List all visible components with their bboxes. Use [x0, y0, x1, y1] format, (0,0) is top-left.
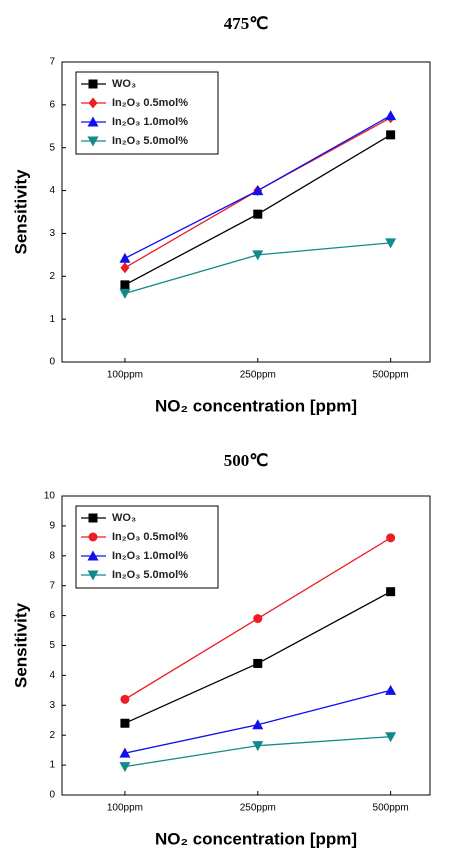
y-tick-label: 4	[49, 670, 55, 681]
y-tick-label: 8	[49, 550, 55, 561]
chart-title: 500℃	[224, 451, 269, 470]
y-tick-label: 0	[49, 357, 55, 368]
marker	[87, 116, 99, 127]
marker	[253, 614, 263, 624]
marker	[88, 79, 98, 89]
plot-frame	[61, 61, 431, 363]
marker	[252, 250, 264, 261]
y-tick-label: 3	[49, 700, 55, 711]
y-tick-label: 2	[49, 271, 55, 282]
marker	[119, 252, 131, 263]
x-tick-label: 500ppm	[373, 803, 409, 814]
y-tick-label: 4	[49, 185, 55, 196]
y-tick-label: 9	[49, 521, 55, 532]
y-tick-label: 10	[44, 491, 56, 502]
y-axis-label: Sensitivity	[11, 602, 30, 688]
marker	[253, 658, 263, 668]
legend-label: WO₃	[112, 78, 136, 90]
y-tick-label: 2	[49, 730, 55, 741]
marker	[385, 110, 397, 121]
marker	[386, 533, 396, 543]
marker	[120, 280, 130, 290]
x-tick-label: 100ppm	[107, 803, 143, 814]
y-tick-label: 5	[49, 142, 55, 153]
marker	[120, 718, 130, 728]
marker	[386, 587, 396, 597]
legend-label: In₂O₃ 5.0mol%	[112, 135, 188, 147]
y-tick-label: 1	[49, 314, 55, 325]
marker	[119, 288, 131, 299]
legend-label: In₂O₃ 1.0mol%	[112, 116, 188, 128]
x-tick-label: 250ppm	[240, 370, 276, 381]
x-axis-label: NO₂ concentration [ppm]	[155, 829, 357, 848]
legend-box	[75, 71, 219, 155]
legend-label: In₂O₃ 5.0mol%	[112, 569, 188, 581]
x-axis-label: NO₂ concentration [ppm]	[155, 396, 357, 415]
series-line	[124, 591, 391, 724]
y-tick-label: 3	[49, 228, 55, 239]
marker	[252, 185, 264, 196]
chart-title: 475℃	[224, 14, 269, 33]
marker	[88, 97, 98, 109]
y-tick-label: 6	[49, 610, 55, 621]
marker	[120, 694, 130, 704]
marker	[253, 209, 263, 219]
marker	[120, 262, 130, 274]
y-tick-label: 5	[49, 640, 55, 651]
marker	[385, 684, 397, 695]
marker	[88, 532, 98, 542]
marker	[119, 762, 131, 773]
y-axis-label: Sensitivity	[11, 169, 30, 255]
chart-panel: 475℃ 0 1 2 3 4 5 6 7 100ppm 250ppm 500ppm Sensitivit…	[11, 14, 431, 415]
marker	[88, 513, 98, 523]
marker	[252, 719, 264, 730]
legend-label: In₂O₃ 0.5mol%	[112, 97, 188, 109]
x-tick-label: 100ppm	[107, 370, 143, 381]
marker	[87, 136, 99, 147]
y-tick-label: 7	[49, 580, 55, 591]
legend-label: In₂O₃ 1.0mol%	[112, 550, 188, 562]
marker	[386, 130, 396, 140]
legend-label: WO₃	[112, 512, 136, 524]
legend-label: In₂O₃ 0.5mol%	[112, 531, 188, 543]
marker	[119, 747, 131, 758]
y-tick-label: 6	[49, 99, 55, 110]
marker	[87, 550, 99, 561]
y-tick-label: 0	[49, 790, 55, 801]
legend-box	[75, 505, 219, 589]
marker	[87, 570, 99, 581]
marker	[385, 732, 397, 743]
marker	[385, 238, 397, 249]
x-tick-label: 250ppm	[240, 803, 276, 814]
chart-panel: 500℃ 0 1 2 3 4 5 6 7 8 9 10 100ppm 250ppm 500ppm Sensit…	[11, 451, 431, 848]
y-tick-label: 7	[49, 57, 55, 68]
y-tick-label: 1	[49, 760, 55, 771]
marker	[252, 741, 264, 752]
x-tick-label: 500ppm	[373, 370, 409, 381]
